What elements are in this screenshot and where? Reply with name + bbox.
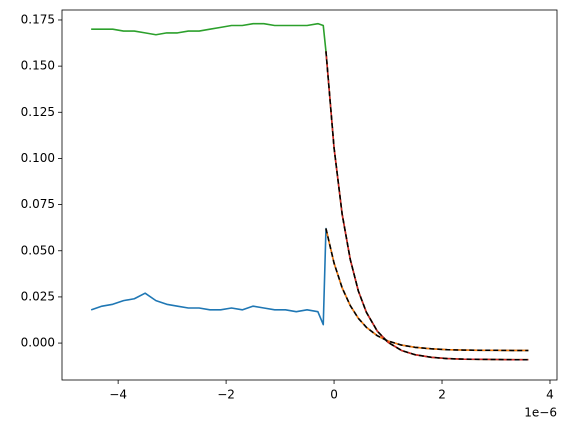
y-tick-label: 0.075 [21, 197, 55, 211]
x-tick-label: −2 [217, 388, 235, 402]
x-tick-label: 2 [438, 388, 446, 402]
x-tick-label: −4 [109, 388, 127, 402]
series-line [325, 51, 529, 361]
x-offset-label: 1e−6 [524, 406, 557, 420]
plot-area [62, 10, 557, 380]
y-tick-label: 0.100 [21, 151, 55, 165]
x-tick-label: 0 [330, 388, 338, 402]
series-line [325, 228, 529, 352]
y-tick-label: 0.025 [21, 289, 55, 303]
y-tick-label: 0.150 [21, 59, 55, 73]
y-tick-label: 0.050 [21, 243, 55, 257]
axes-frame [61, 9, 558, 381]
y-tick-label: 0.000 [21, 336, 55, 350]
y-tick-label: 0.125 [21, 105, 55, 119]
x-tick-label: 4 [546, 388, 554, 402]
y-tick-label: 0.175 [21, 12, 55, 26]
